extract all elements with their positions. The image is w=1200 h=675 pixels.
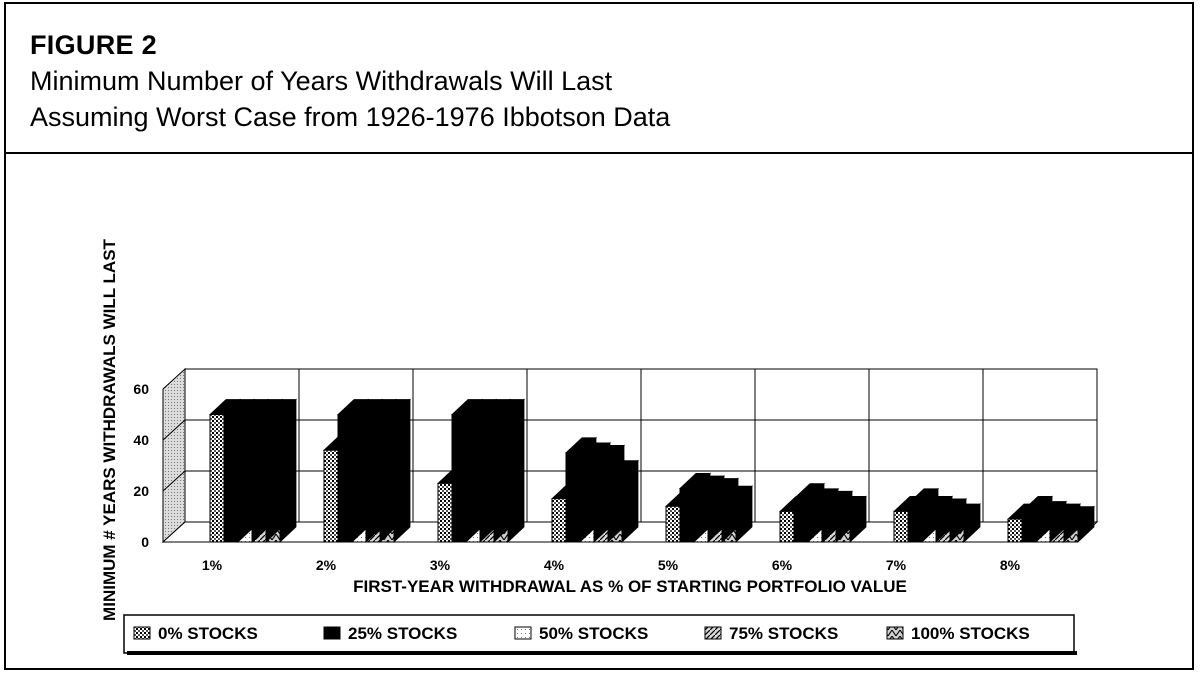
legend-label: 0% STOCKS [158, 624, 258, 643]
y-axis-title: MINIMUM # YEARS WITHDRAWALS WILL LAST [100, 238, 119, 620]
bar-0-stocks-6pct [778, 495, 812, 543]
x-tick-label: 1% [202, 557, 223, 573]
legend-swatch [704, 626, 722, 640]
x-axis-title: FIRST-YEAR WITHDRAWAL AS % OF STARTING P… [353, 577, 907, 596]
legend-label: 50% STOCKS [539, 624, 648, 643]
bar-front [209, 414, 225, 543]
y-tick-label: 60 [133, 381, 149, 397]
x-tick-label: 7% [886, 557, 907, 573]
gridline-side [162, 470, 186, 492]
bar-0-stocks-3pct [436, 467, 470, 543]
figure-header: FIGURE 2 Minimum Number of Years Withdra… [6, 4, 1192, 154]
y-tick-label: 0 [141, 534, 149, 550]
bar-0-stocks-5pct [664, 490, 698, 543]
bar-front [323, 449, 339, 543]
legend-label: 100% STOCKS [911, 624, 1030, 643]
figure-frame: FIGURE 2 Minimum Number of Years Withdra… [4, 2, 1194, 670]
y-tick-label: 40 [133, 432, 149, 448]
legend-swatch [323, 626, 341, 640]
figure-title-line1: Minimum Number of Years Withdrawals Will… [30, 66, 613, 96]
bar-side [337, 434, 355, 543]
legend-label: 25% STOCKS [348, 624, 457, 643]
legend-label: 75% STOCKS [729, 624, 838, 643]
gridline-side [162, 419, 186, 441]
x-tick-label: 6% [772, 557, 793, 573]
legend-swatch [133, 626, 151, 640]
bar-front [551, 498, 567, 543]
legend: 0% STOCKS 25% STOCKS 50% STOCKS 75% STOCKS 1… [123, 614, 1077, 655]
x-tick-label: 3% [430, 557, 451, 573]
bar-front [779, 510, 795, 543]
bar-0-stocks-7pct [892, 495, 926, 543]
x-tick-label: 5% [658, 557, 679, 573]
legend-box [123, 614, 1075, 654]
x-tick-label: 8% [1000, 557, 1021, 573]
bar-front [893, 510, 909, 543]
bar-0-stocks-8pct [1006, 503, 1040, 543]
figure-title-line2: Assuming Worst Case from 1926-1976 Ibbot… [30, 102, 671, 132]
figure-label: FIGURE 2 [30, 30, 157, 60]
legend-swatch [886, 626, 904, 640]
bar-0-stocks-2pct [322, 434, 356, 543]
x-tick-label: 4% [544, 557, 565, 573]
legend-shadow [127, 651, 1077, 655]
bar-front [665, 505, 681, 543]
y-tick-label: 20 [133, 483, 149, 499]
bar-front [1007, 518, 1023, 543]
bar-0-stocks-1pct [208, 398, 242, 543]
side-wall [162, 367, 186, 544]
x-tick-label: 2% [316, 557, 337, 573]
bar-0-stocks-4pct [550, 482, 584, 543]
bar-side [223, 398, 241, 543]
bar-front [437, 482, 453, 543]
legend-swatch [514, 626, 532, 640]
